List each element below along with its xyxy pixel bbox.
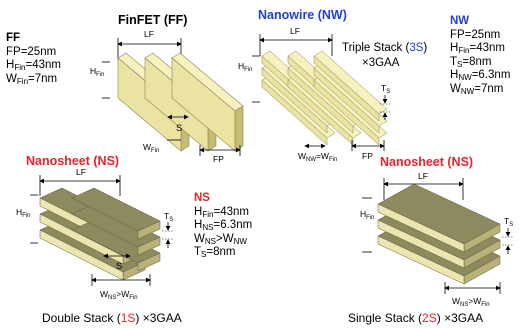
ff-param-wfin: WFin=7nm [6,72,58,86]
nanosheet-double-drawing [30,175,174,286]
nw-hfin-label: HFin [238,61,253,73]
finfet-title: FinFET (FF) [118,13,188,27]
ns-param-ts: TS=8nm [194,246,236,259]
nw-ts-label: TS [381,83,391,95]
ns1-s-label: S [116,261,123,272]
ns-param-hfin: HFin=43nm [194,205,249,219]
ns-param-wns: WNS>WNW [194,232,248,246]
ff-param-hfin: HFin=43nm [6,59,61,72]
nw-subtitle-gaa: ×3GAA [362,57,400,69]
ff-s-label: S [176,123,183,134]
ff-params: FF FP=25nm HFin=43nm WFin=7nm [6,32,61,86]
ns1-caption: Double Stack (1S) ×3GAA [42,311,182,325]
nanosheet-single-stack [377,183,501,285]
nw-param-wnw: WNW=7nm [450,82,504,96]
ns2-lf-label: LF [418,171,428,181]
nanowire-stacks [261,50,388,146]
nw-subtitle: Triple Stack (3S) [342,42,428,54]
nanowire-drawing [252,34,390,151]
nw-params-title: NW [450,15,470,27]
ns1-hfin-label: HFin [16,207,31,219]
ns1-width-label: WNS>WFin [100,289,138,301]
nw-params: NW FP=25nm HFin=43nm TS=8nm HNW=6.3nm WN… [450,15,510,96]
nanosheet-single-title: Nanosheet (NS) [380,155,474,169]
ff-params-title: FF [6,32,21,44]
ff-wfin-label: WFin [143,142,160,154]
ff-lf-label: LF [144,29,154,39]
nw-param-fp: FP=25nm [450,28,501,41]
ns2-caption: Single Stack (2S) ×3GAA [348,311,484,325]
finfet-drawing [102,38,244,156]
nanosheet-double-stacks [39,187,161,281]
nw-param-hnw: HNW=6.3nm [450,69,511,82]
nw-fp-label: FP [362,151,373,161]
ns-params: NS HFin=43nm HNS=6.3nm WNS>WNW TS=8nm [194,192,252,260]
ns-params-title: NS [194,192,210,204]
ff-hfin-label: HFin [90,66,105,78]
ff-param-fp: FP=25nm [6,45,57,58]
ns2-width-label: WNS>WFin [452,296,490,308]
ff-fp-label: FP [213,154,224,164]
nw-param-hfin: HFin=43nm [450,42,505,55]
nanosheet-single-drawing [362,178,514,294]
ns2-hfin-label: HFin [360,209,375,221]
nanowire-title: Nanowire (NW) [258,8,347,22]
ns1-lf-label: LF [76,167,86,177]
ns2-ts-label: TS [504,216,514,228]
nw-lf-label: LF [290,26,300,36]
ns-param-hns: HNS=6.3nm [194,219,253,232]
nanosheet-double-title: Nanosheet (NS) [26,154,120,168]
ns1-ts-label: TS [164,211,174,223]
nw-param-ts: TS=8nm [450,55,492,69]
nw-width-label: WNW=WFin [298,151,338,163]
